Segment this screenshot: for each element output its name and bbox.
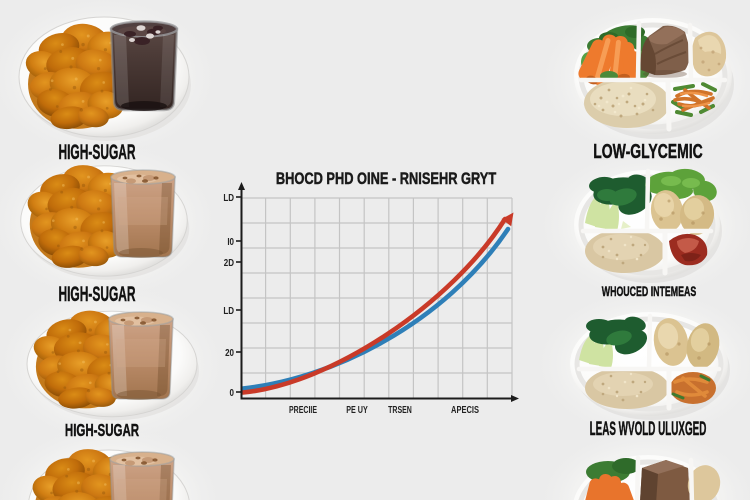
svg-text:PE UY: PE UY: [346, 404, 368, 415]
svg-text:LEAS WVOLD ULUXGED: LEAS WVOLD ULUXGED: [590, 419, 707, 440]
svg-text:HIGH-SUGAR: HIGH-SUGAR: [58, 141, 135, 164]
svg-text:PRECIIE: PRECIIE: [289, 404, 317, 416]
svg-text:LD: LD: [223, 192, 234, 203]
svg-text:I0: I0: [227, 236, 234, 247]
svg-text:LOW-GLYCEMIC: LOW-GLYCEMIC: [593, 139, 703, 162]
svg-text:HIGH-SUGAR: HIGH-SUGAR: [58, 283, 135, 306]
svg-text:BHOCD PHD OINE - RNISEHR GRYT: BHOCD PHD OINE - RNISEHR GRYT: [276, 169, 497, 188]
svg-text:2D: 2D: [224, 257, 235, 268]
svg-text:APECIS: APECIS: [451, 404, 479, 415]
svg-text:20: 20: [225, 347, 234, 358]
svg-text:TRSEN: TRSEN: [388, 404, 412, 416]
svg-text:LD: LD: [223, 305, 234, 316]
svg-text:HIGH-SUGAR: HIGH-SUGAR: [65, 421, 139, 441]
svg-text:WHOUCED INTEMEAS: WHOUCED INTEMEAS: [602, 284, 697, 300]
svg-text:0: 0: [230, 387, 234, 398]
